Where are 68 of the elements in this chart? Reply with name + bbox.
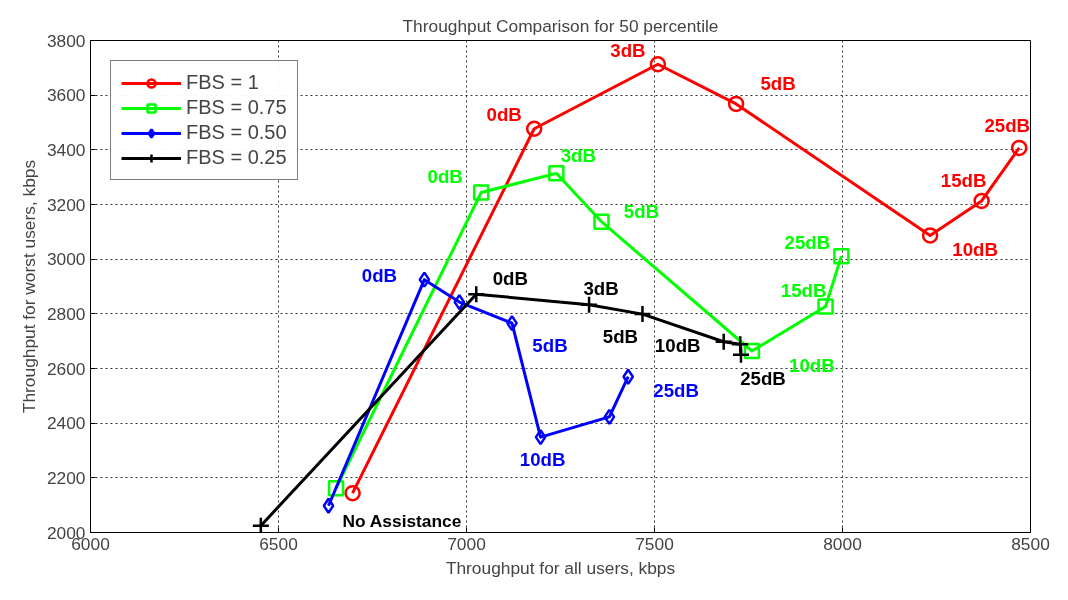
annotation: 5dB <box>760 73 796 95</box>
annotation: 0dB <box>427 165 463 187</box>
annotation: 15dB <box>940 170 987 192</box>
point <box>633 304 652 324</box>
point <box>593 213 610 230</box>
point <box>525 120 543 138</box>
y-tick-label: 2200 <box>46 467 86 488</box>
y-tick-label: 3400 <box>46 139 86 160</box>
annotation: 15dB <box>780 279 827 301</box>
y-tick-label: 3600 <box>46 85 86 106</box>
y-axis-title: Throughput for worst users, kbps <box>18 159 39 414</box>
annotation: 10dB <box>654 335 701 357</box>
point <box>453 293 466 311</box>
annotation: 25dB <box>784 231 831 253</box>
annotation: No Assistance <box>342 511 462 532</box>
point <box>418 271 431 288</box>
legend-label: FBS = 0.25 <box>186 146 287 169</box>
legend-label: FBS = 1 <box>186 71 259 94</box>
y-tick-label: 2800 <box>46 303 86 324</box>
y-tick-label: 3000 <box>46 249 86 270</box>
point <box>731 345 751 365</box>
x-tick-label: 7500 <box>635 533 674 554</box>
point <box>534 428 547 446</box>
x-tick-label: 8500 <box>1011 533 1050 554</box>
annotation: 25dB <box>740 368 786 390</box>
annotation: 0dB <box>361 265 398 287</box>
x-tick-label: 8000 <box>823 533 862 554</box>
point <box>603 408 616 426</box>
point <box>472 184 490 201</box>
point <box>833 247 850 265</box>
annotation: 3dB <box>583 278 619 300</box>
x-tick-label: 7000 <box>447 533 486 554</box>
x-axis-title: Throughput for all users, kbps <box>445 557 676 578</box>
point <box>649 56 667 73</box>
y-tick-label: 3200 <box>46 194 86 215</box>
annotation: 10dB <box>519 448 566 470</box>
y-tick-label: 2400 <box>46 413 86 434</box>
point <box>467 284 486 304</box>
x-tick-label: 6500 <box>259 533 298 554</box>
y-tick-label: 3800 <box>46 30 86 51</box>
annotation: 0dB <box>492 267 528 289</box>
legend-label: FBS = 0.75 <box>186 96 287 119</box>
point <box>344 484 361 502</box>
annotation: 5dB <box>602 325 639 347</box>
point <box>579 295 599 315</box>
point <box>817 298 834 315</box>
annotation: 5dB <box>623 201 660 223</box>
point <box>251 516 271 533</box>
annotation: 25dB <box>653 380 699 402</box>
point <box>1010 139 1028 157</box>
annotation: 10dB <box>952 238 998 260</box>
point <box>727 95 745 113</box>
legend-label: FBS = 0.50 <box>186 121 287 144</box>
annotation: 3dB <box>610 39 646 61</box>
point <box>973 192 990 210</box>
y-tick-label: 2600 <box>46 358 86 379</box>
point <box>322 497 335 514</box>
point <box>921 227 939 244</box>
point <box>548 165 565 182</box>
annotation: 3dB <box>560 144 596 166</box>
annotation: 5dB <box>532 334 568 356</box>
chart-title: Throughput Comparison for 50 percentile <box>402 15 719 36</box>
point <box>714 332 733 351</box>
annotation: 25dB <box>984 115 1031 137</box>
annotation: 10dB <box>789 354 835 376</box>
point <box>622 368 635 385</box>
point <box>327 479 345 497</box>
annotation: 0dB <box>486 104 522 126</box>
